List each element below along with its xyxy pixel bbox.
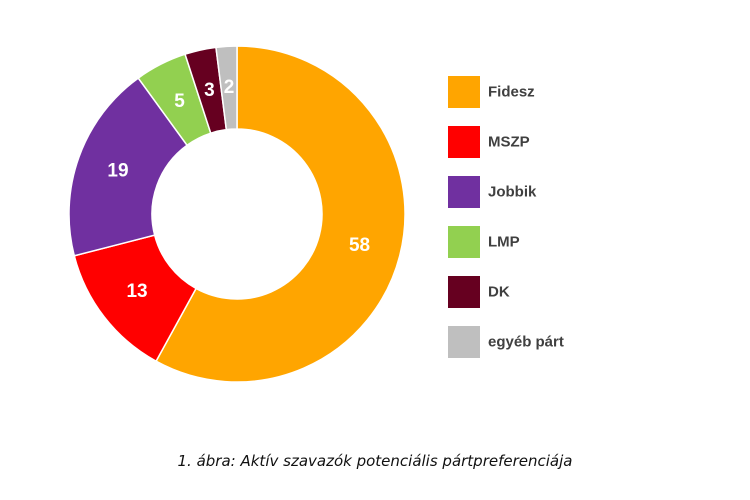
legend-label-dk: DK xyxy=(488,284,510,301)
legend: Fidesz MSZP Jobbik LMP DK egyéb párt xyxy=(448,76,564,358)
donut-chart: 58 13 19 53 2 Fidesz MSZP Jobbik LMP DK egyéb pár… xyxy=(68,45,564,383)
legend-label-jobbik: Jobbik xyxy=(488,184,537,201)
legend-swatch-jobbik xyxy=(448,176,480,208)
legend-label-mszp: MSZP xyxy=(488,134,530,151)
slice-labels: 58 13 19 53 2 xyxy=(107,77,370,302)
legend-swatch-dk xyxy=(448,276,480,308)
slice-fidesz xyxy=(155,45,406,383)
data-label-fidesz: 58 xyxy=(349,235,370,256)
data-label-dk: 3 xyxy=(204,80,215,101)
slice-jobbik xyxy=(68,77,189,257)
legend-swatch-egyeb-part xyxy=(448,326,480,358)
donut-slices xyxy=(68,45,406,383)
legend-swatch-lmp xyxy=(448,226,480,258)
legend-label-fidesz: Fidesz xyxy=(488,84,535,101)
figure-caption: 1. ábra: Aktív szavazók potenciális párt… xyxy=(177,452,573,470)
legend-label-lmp: LMP xyxy=(488,234,520,251)
data-label-lmp: 5 xyxy=(174,91,185,112)
legend-label-egyeb-part: egyéb párt xyxy=(488,334,564,351)
legend-swatch-mszp xyxy=(448,126,480,158)
data-label-jobbik: 19 xyxy=(107,161,128,182)
data-label-egyeb-part: 2 xyxy=(224,77,235,98)
slice-egyeb-part xyxy=(215,45,238,131)
legend-swatch-fidesz xyxy=(448,76,480,108)
data-label-mszp: 13 xyxy=(126,281,147,302)
